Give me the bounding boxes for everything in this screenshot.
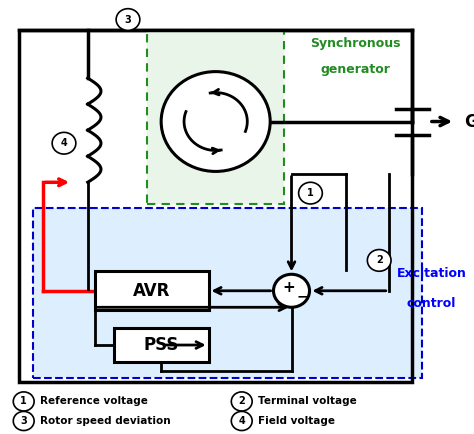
Text: 2: 2 xyxy=(238,396,245,407)
Bar xyxy=(147,30,284,204)
Text: control: control xyxy=(407,297,456,310)
Text: 1: 1 xyxy=(20,396,27,407)
Circle shape xyxy=(52,132,76,154)
Text: Rotor speed deviation: Rotor speed deviation xyxy=(40,416,171,426)
Text: Terminal voltage: Terminal voltage xyxy=(258,396,357,407)
Circle shape xyxy=(367,250,391,271)
Text: Grid: Grid xyxy=(465,112,474,131)
Text: 4: 4 xyxy=(238,416,245,426)
Text: 2: 2 xyxy=(376,255,383,266)
Text: −: − xyxy=(296,289,308,303)
Text: 3: 3 xyxy=(125,14,131,25)
Circle shape xyxy=(299,182,322,204)
Circle shape xyxy=(231,411,252,431)
Text: 4: 4 xyxy=(61,138,67,148)
Circle shape xyxy=(161,72,270,171)
Text: generator: generator xyxy=(320,63,391,76)
Text: Excitation: Excitation xyxy=(396,267,466,280)
Text: 1: 1 xyxy=(307,188,314,198)
Bar xyxy=(19,30,412,382)
Bar xyxy=(95,271,209,310)
Bar xyxy=(114,328,209,362)
Circle shape xyxy=(116,9,140,30)
Circle shape xyxy=(273,274,310,307)
Text: PSS: PSS xyxy=(144,336,179,354)
Text: +: + xyxy=(283,280,295,295)
Circle shape xyxy=(13,411,34,431)
Circle shape xyxy=(231,392,252,411)
Text: Synchronous: Synchronous xyxy=(310,37,401,50)
Text: 3: 3 xyxy=(20,416,27,426)
Circle shape xyxy=(13,392,34,411)
Text: AVR: AVR xyxy=(133,282,170,300)
Bar xyxy=(33,208,422,378)
Text: Reference voltage: Reference voltage xyxy=(40,396,148,407)
Text: Field voltage: Field voltage xyxy=(258,416,335,426)
